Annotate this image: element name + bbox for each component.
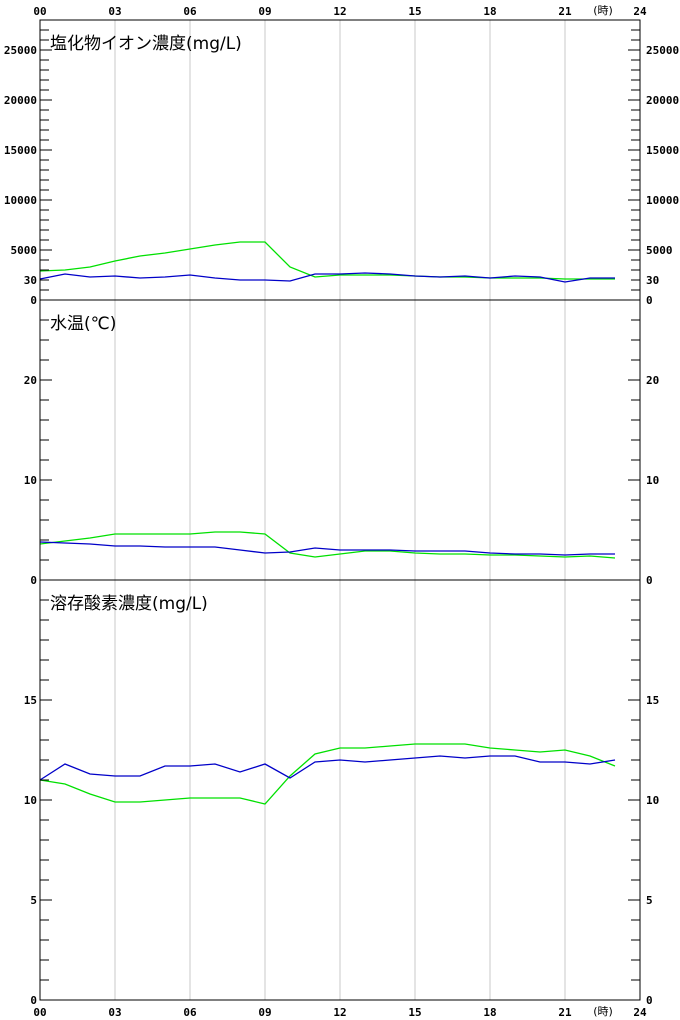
x-tick-label-bottom: 21 [558,1006,572,1019]
y-tick-label-left: 0 [30,294,37,307]
x-tick-label-bottom: 15 [408,1006,421,1019]
y-tick-label-right: 5000 [646,244,673,257]
x-tick-label-top: 12 [333,5,346,18]
y-tick-label-right: 20000 [646,94,679,107]
series-layer [39,241,616,805]
y-tick-label-right: 15000 [646,144,679,157]
series-line [39,272,615,283]
series-line [39,531,616,559]
panel-title: 溶存酸素濃度(mg/L) [50,594,208,614]
x-tick-label-top: 06 [183,5,197,18]
panel-title: 塩化物イオン濃度(mg/L) [50,34,242,54]
x-tick-label-top: 09 [258,5,271,18]
y-tick-label-right: 10 [646,474,659,487]
series-line [39,755,616,781]
x-tick-label-bottom: 12 [333,1006,346,1019]
y-tick-label-left: 30 [24,274,37,287]
y-tick-label-left: 0 [30,994,37,1007]
y-tick-label-left: 5 [30,894,37,907]
y-tick-label-right: 10 [646,794,659,807]
x-tick-label-bottom: 24 [633,1006,647,1019]
x-tick-label-bottom: 00 [33,1006,46,1019]
y-tick-label-right: 5 [646,894,653,907]
x-unit-label-bottom: (時) [593,1005,613,1018]
y-tick-label-right: 25000 [646,44,679,57]
y-tick-label-right: 0 [646,294,653,307]
y-tick-label-left: 25000 [4,44,37,57]
y-tick-label-left: 15000 [4,144,37,157]
series-line [39,241,615,280]
y-tick-label-left: 15 [24,694,37,707]
y-tick-label-right: 15 [646,694,659,707]
axis-layer [39,19,641,1001]
x-tick-label-top: 00 [33,5,46,18]
y-tick-label-right: 20 [646,374,659,387]
x-tick-label-top: 15 [408,5,421,18]
y-tick-label-right: 30 [646,274,659,287]
panel-title: 水温(℃) [50,314,116,334]
x-tick-label-top: 24 [633,5,647,18]
y-tick-label-left: 10000 [4,194,37,207]
y-tick-label-left: 5000 [11,244,38,257]
x-unit-label-top: (時) [593,4,613,17]
x-tick-label-top: 18 [483,5,496,18]
y-tick-label-right: 0 [646,994,653,1007]
x-tick-label-bottom: 03 [108,1006,121,1019]
x-tick-label-bottom: 18 [483,1006,496,1019]
x-tick-label-top: 03 [108,5,121,18]
y-tick-label-left: 20 [24,374,37,387]
panel-frame [39,579,641,1001]
y-tick-label-right: 10000 [646,194,679,207]
x-tick-label-bottom: 06 [183,1006,197,1019]
x-tick-label-top: 21 [558,5,572,18]
series-line [39,743,616,805]
y-tick-label-left: 10 [24,474,37,487]
y-tick-label-left: 0 [30,574,37,587]
y-tick-label-left: 20000 [4,94,37,107]
y-tick-label-left: 10 [24,794,37,807]
y-tick-label-right: 0 [646,574,653,587]
label-layer: 000003030606090912121515181821212424(時)(… [4,4,679,1019]
series-line [39,541,615,556]
x-tick-label-bottom: 09 [258,1006,271,1019]
grid-layer [114,20,566,1000]
